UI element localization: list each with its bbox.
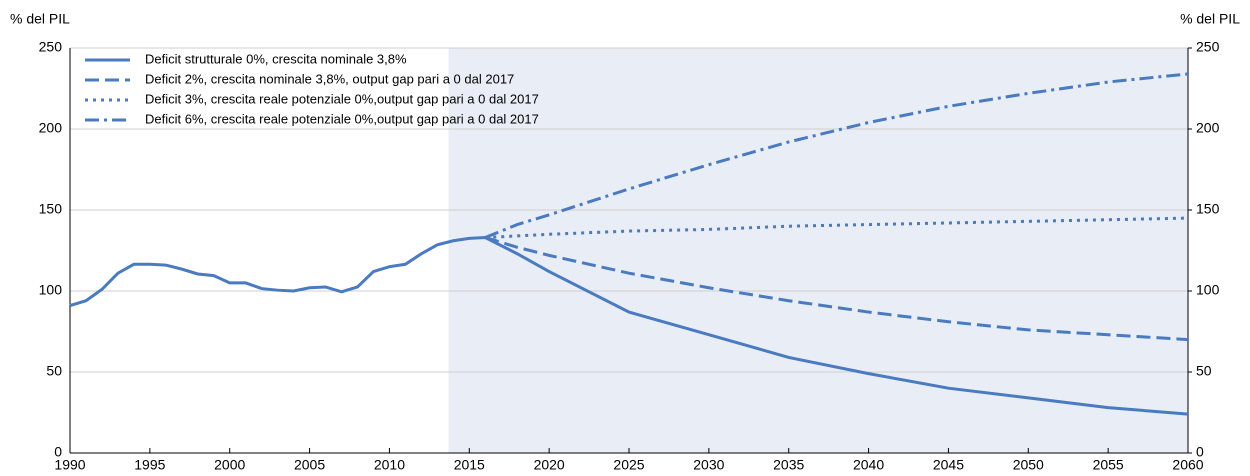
- x-tick-label: 2005: [294, 457, 325, 473]
- x-tick-label: 2025: [613, 457, 644, 473]
- y-tick-label: 50: [46, 363, 62, 379]
- y-tick-label: 150: [39, 201, 63, 217]
- y-tick-label: 250: [39, 39, 63, 55]
- series-line: [484, 236, 1189, 342]
- x-tick-label: 1990: [54, 457, 85, 473]
- y-tick-label: 0: [54, 444, 62, 460]
- y-axis-label: % del PIL: [10, 11, 70, 27]
- x-tick-label: 2035: [773, 457, 804, 473]
- shaded-region: [448, 48, 1189, 453]
- x-tick-label: 2000: [214, 457, 245, 473]
- y2-axis-label: % del PIL: [1180, 11, 1240, 27]
- legend-label: Deficit 2%, crescita nominale 3,8%, outp…: [145, 71, 514, 86]
- x-tick-label: 2020: [534, 457, 565, 473]
- y-tick-label: 200: [39, 120, 63, 136]
- x-tick-label: 2055: [1093, 457, 1124, 473]
- x-tick-label: 2060: [1172, 457, 1203, 473]
- y2-tick-label: 100: [1196, 282, 1220, 298]
- x-tick-label: 2045: [933, 457, 964, 473]
- legend-label: Deficit strutturale 0%, crescita nominal…: [145, 51, 407, 66]
- x-tick-label: 2040: [853, 457, 884, 473]
- x-tick-label: 2030: [693, 457, 724, 473]
- x-tick-label: 2050: [1013, 457, 1044, 473]
- legend-label: Deficit 3%, crescita reale potenziale 0%…: [145, 91, 539, 106]
- series-line: [69, 236, 1189, 416]
- x-tick-label: 1995: [134, 457, 165, 473]
- y2-tick-label: 50: [1196, 363, 1212, 379]
- series-line: [484, 72, 1189, 239]
- series-line: [485, 216, 1189, 240]
- y2-tick-label: 250: [1196, 39, 1220, 55]
- y-tick-label: 100: [39, 282, 63, 298]
- y2-tick-label: 200: [1196, 120, 1220, 136]
- y2-tick-label: 150: [1196, 201, 1220, 217]
- y2-tick-label: 0: [1196, 444, 1204, 460]
- x-tick-label: 2010: [374, 457, 405, 473]
- x-tick-label: 2015: [454, 457, 485, 473]
- legend-label: Deficit 6%, crescita reale potenziale 0%…: [145, 111, 539, 126]
